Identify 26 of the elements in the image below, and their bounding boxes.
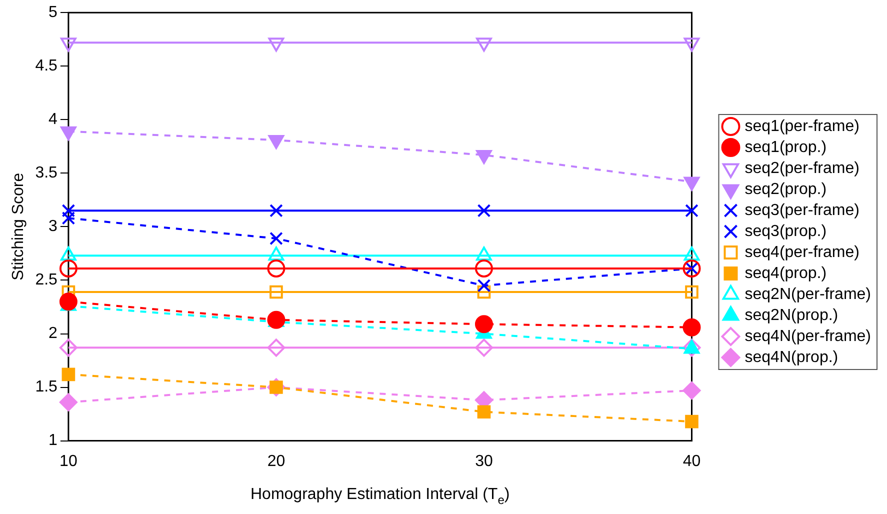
y-tick-label: 3.5 xyxy=(35,164,58,182)
legend-label: seq4(per-frame) xyxy=(744,244,860,261)
y-tick-label: 2 xyxy=(48,325,58,342)
legend-label: seq2(per-frame) xyxy=(744,160,860,177)
legend-label: seq4N(per-frame) xyxy=(744,328,872,345)
x-tick-label: 30 xyxy=(475,452,493,470)
y-axis-title: Stitching Score xyxy=(10,172,28,281)
y-tick-label: 2.5 xyxy=(35,272,58,289)
legend-label: seq2N(per-frame) xyxy=(744,286,872,303)
x-tick-label: 10 xyxy=(60,452,78,470)
legend-label: seq1(prop.) xyxy=(744,138,827,156)
y-tick-label: 4.5 xyxy=(35,58,58,75)
legend-label: seq3(per-frame) xyxy=(744,202,860,219)
legend-label: seq4(prop.) xyxy=(744,264,827,282)
legend-label: seq4N(prop.) xyxy=(744,348,838,366)
legend-label: seq2(prop.) xyxy=(744,180,827,198)
y-tick-label: 5 xyxy=(48,4,58,22)
legend-label: seq1(per-frame) xyxy=(744,118,860,135)
y-tick-label: 1.5 xyxy=(35,378,58,396)
x-tick-label: 40 xyxy=(682,452,701,470)
y-tick-label: 3 xyxy=(48,218,58,236)
legend-label: seq2N(prop.) xyxy=(744,306,838,324)
legend-label: seq3(prop.) xyxy=(744,222,827,240)
y-tick-label: 4 xyxy=(48,111,58,128)
x-tick-label: 20 xyxy=(267,452,286,470)
y-tick-label: 1 xyxy=(48,432,58,450)
